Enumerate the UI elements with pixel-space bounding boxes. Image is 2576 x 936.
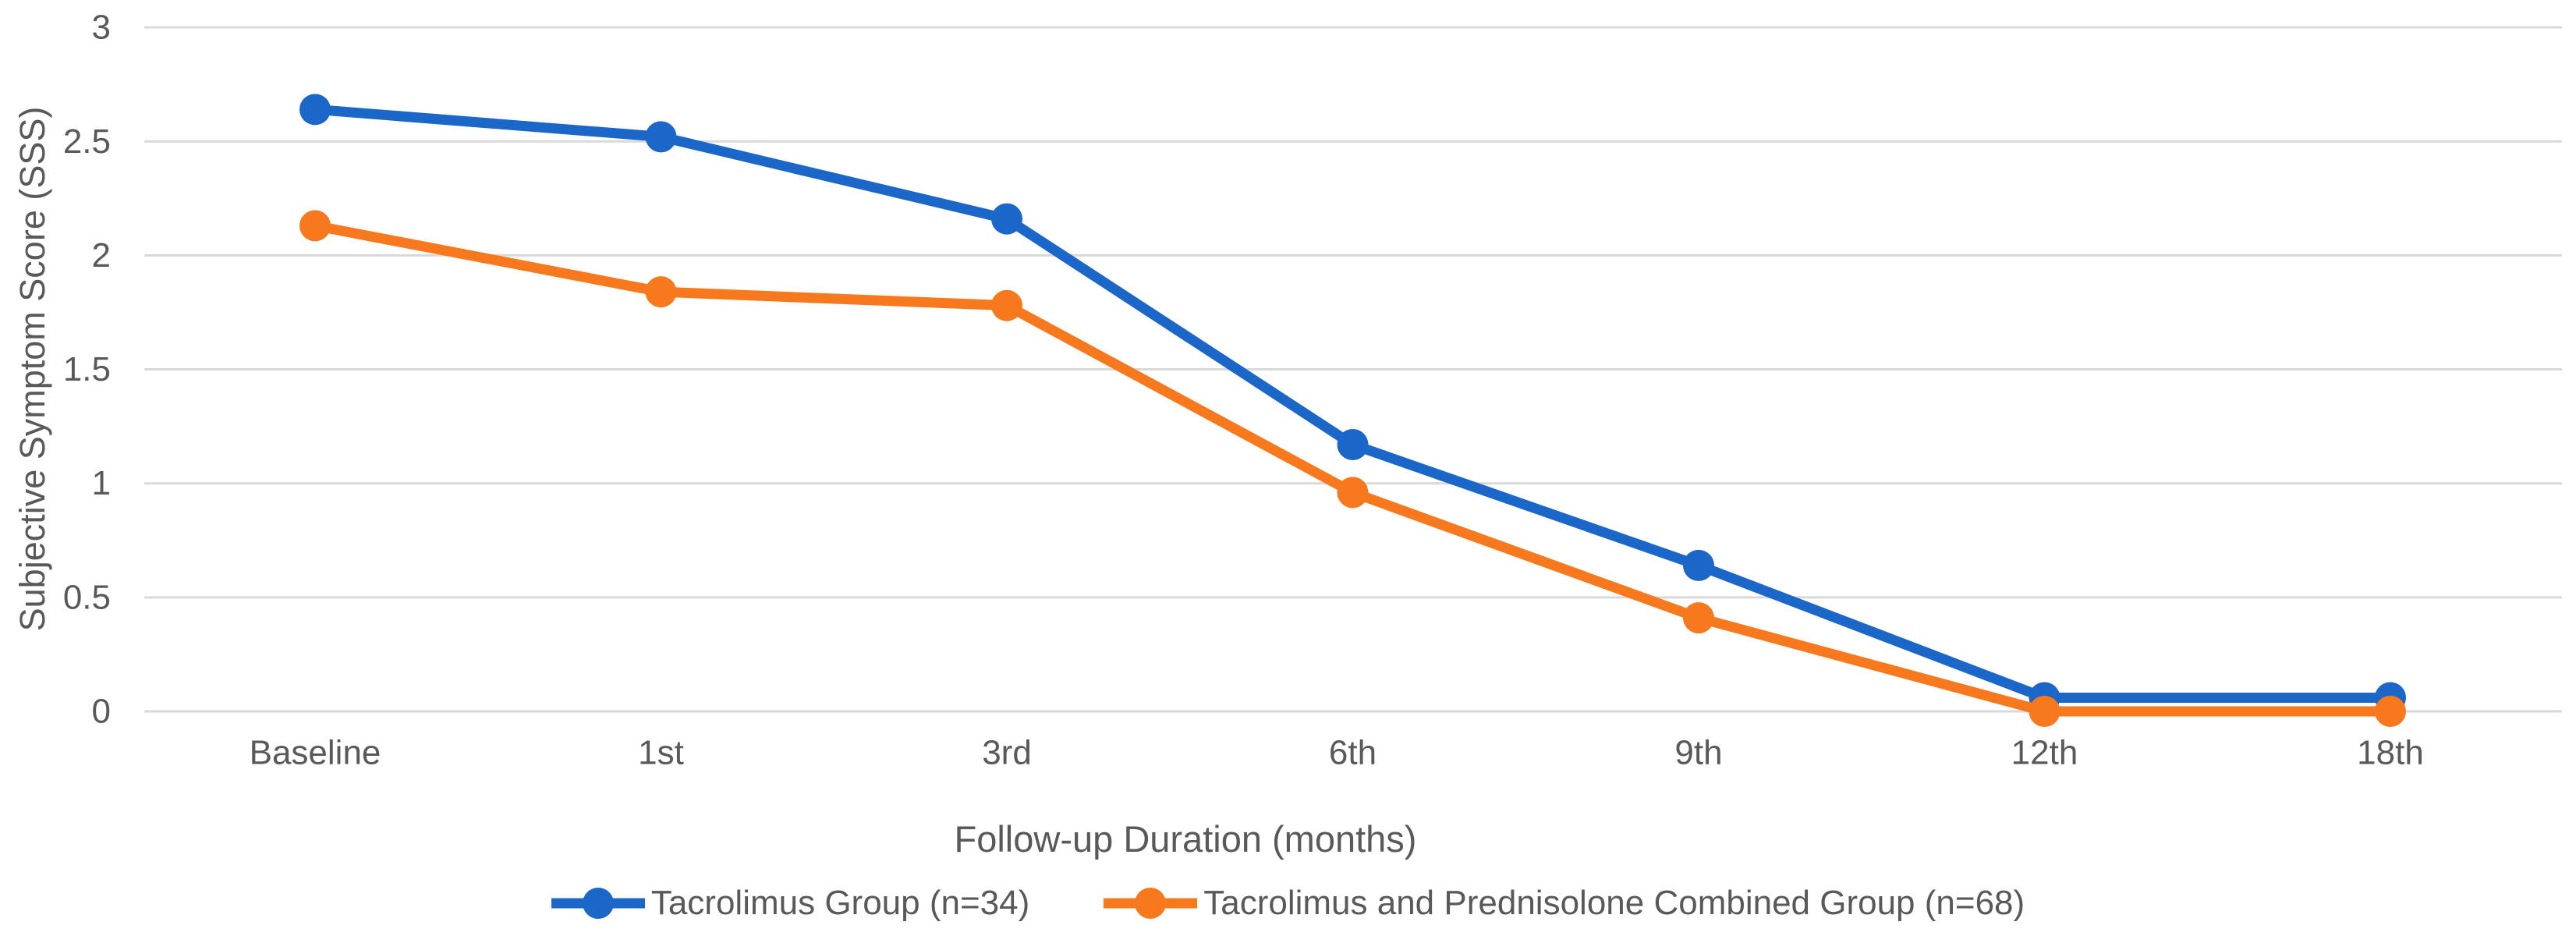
data-point-marker-combined xyxy=(1337,477,1369,509)
legend-key-line-marker-icon xyxy=(551,888,645,919)
data-point-marker-combined xyxy=(1683,602,1714,634)
legend-item-tacrolimus: Tacrolimus Group (n=34) xyxy=(551,884,1029,923)
x-tick-label: 12th xyxy=(2011,734,2078,772)
y-tick-label: 3 xyxy=(92,9,111,47)
y-tick-label: 2 xyxy=(92,236,111,275)
x-axis-title: Follow-up Duration (months) xyxy=(954,818,1417,860)
y-tick-label: 1.5 xyxy=(63,350,111,388)
legend-item-combined: Tacrolimus and Prednisolone Combined Gro… xyxy=(1104,884,2025,923)
x-tick-label: 3rd xyxy=(982,734,1032,772)
data-point-marker-tacrolimus xyxy=(1683,549,1714,581)
legend-item-label: Tacrolimus and Prednisolone Combined Gro… xyxy=(1203,884,2025,922)
legend: Tacrolimus Group (n=34) Tacrolimus and Pr… xyxy=(0,872,2576,934)
data-point-marker-tacrolimus xyxy=(991,203,1022,235)
x-tick-label: 6th xyxy=(1329,734,1377,772)
series-line-combined xyxy=(310,220,2396,717)
legend-key-marker xyxy=(1135,888,1167,919)
y-axis-title: Subjective Symptom Score (SSS) xyxy=(12,106,52,632)
legend-item-label: Tacrolimus Group (n=34) xyxy=(650,884,1030,922)
data-point-marker-tacrolimus xyxy=(645,121,677,153)
x-tick-label: Baseline xyxy=(250,734,381,772)
x-tick-label: 1st xyxy=(638,734,684,772)
data-point-marker-tacrolimus xyxy=(1337,429,1369,461)
data-point-marker-tacrolimus xyxy=(299,94,331,126)
y-tick-label: 0 xyxy=(92,693,111,731)
y-tick-label: 1 xyxy=(92,464,111,502)
data-point-marker-combined xyxy=(2029,696,2060,727)
x-tick-label: 18th xyxy=(2357,734,2424,772)
data-point-marker-combined xyxy=(299,210,331,242)
legend-key-line-marker-icon xyxy=(1104,888,1198,919)
data-point-marker-combined xyxy=(645,276,677,308)
legend-key-marker xyxy=(582,888,614,919)
x-tick-label: 9th xyxy=(1674,734,1722,772)
y-tick-label: 2.5 xyxy=(63,122,111,161)
y-tick-label: 0.5 xyxy=(63,578,111,616)
series-line-tacrolimus xyxy=(310,104,2396,703)
data-point-marker-combined xyxy=(2375,696,2406,727)
data-point-marker-combined xyxy=(991,289,1022,321)
